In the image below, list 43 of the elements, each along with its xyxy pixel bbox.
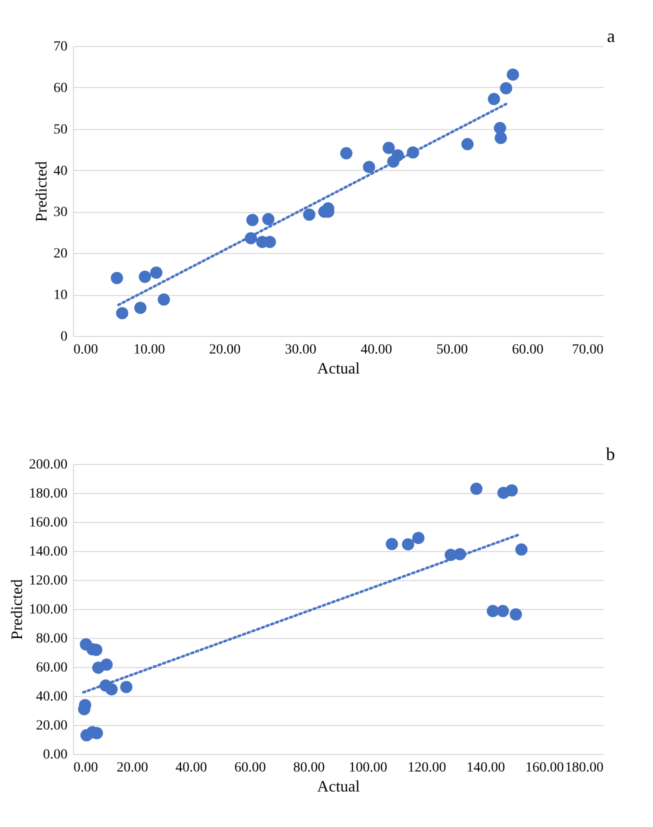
y-tick-label: 100.00 (29, 602, 68, 618)
y-axis-title: Predicted (34, 161, 50, 222)
y-tick-label: 180.00 (29, 486, 68, 502)
x-tick-label: 60.00 (512, 342, 544, 358)
x-tick-label: 50.00 (436, 342, 468, 358)
x-tick-label: 80.00 (293, 760, 325, 776)
y-tick-label: 30 (54, 205, 68, 220)
y-tick-label: 50 (54, 122, 68, 138)
y-tick-label: 40 (54, 164, 68, 179)
x-tick-label: 20.00 (116, 760, 148, 776)
y-tick-label: 0 (60, 330, 68, 344)
y-tick-label: 70 (54, 40, 68, 54)
x-tick-label: 120.00 (408, 760, 446, 776)
y-tick-label: 10 (54, 288, 68, 304)
y-tick-label: 80.00 (36, 632, 68, 646)
x-tick-label: 0.00 (74, 342, 98, 358)
y-tick-label: 160.00 (29, 516, 68, 530)
y-axis-title: Predicted (9, 579, 26, 640)
x-tick-label: 10.00 (133, 342, 165, 358)
x-tick-label: 60.00 (234, 760, 266, 776)
text: b (606, 444, 615, 464)
x-tick-label: 0.00 (74, 760, 98, 776)
x-tick-label: 70.00 (572, 342, 604, 358)
y-tick-label: 20 (54, 246, 68, 262)
x-tick-label: 40.00 (176, 760, 208, 776)
y-tick-label: 20.00 (36, 718, 68, 734)
x-tick-label: 180.00 (565, 760, 604, 776)
y-tick-label: 60 (54, 80, 68, 96)
y-tick-label: 40.00 (36, 690, 68, 704)
x-tick-label: 140.00 (466, 760, 505, 776)
y-tick-label: 120.00 (29, 574, 68, 588)
y-tick-label: 0.00 (43, 748, 68, 762)
x-tick-label: 100.00 (348, 760, 388, 776)
x-tick-label: 160.00 (525, 760, 564, 776)
x-tick-label: 30.00 (284, 342, 316, 358)
x-axis-title: Actual (317, 778, 360, 796)
x-tick-label: 40.00 (360, 342, 392, 358)
x-axis-title: Actual (317, 360, 360, 378)
x-tick-label: 20.00 (209, 342, 241, 358)
y-tick-label: 60.00 (36, 660, 68, 676)
text: a (607, 26, 615, 46)
y-tick-label: 200.00 (29, 458, 68, 472)
y-tick-label: 140.00 (29, 544, 68, 560)
